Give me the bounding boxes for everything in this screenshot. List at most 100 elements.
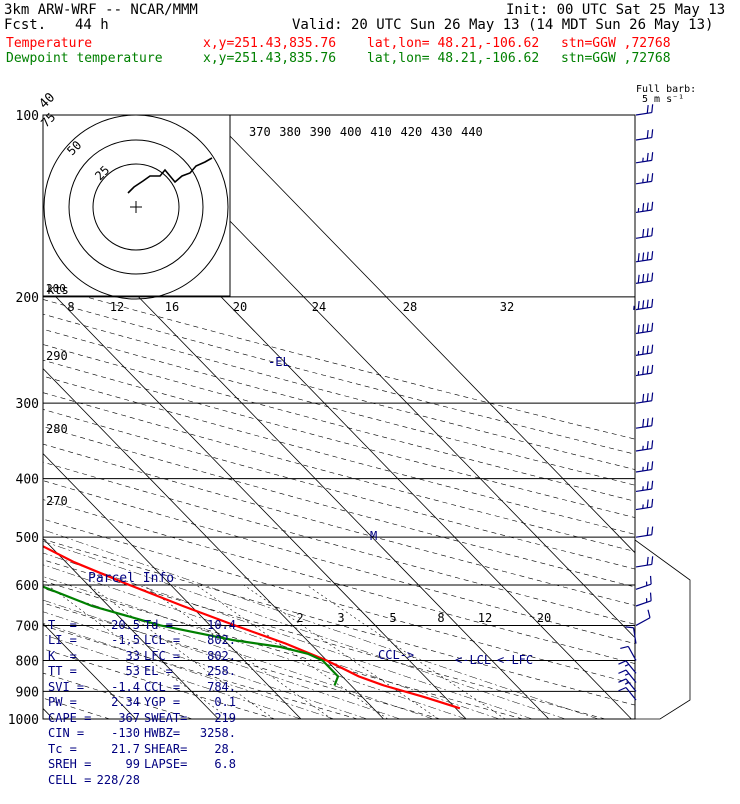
parcel-info-key: SWEAT= — [144, 710, 188, 725]
temperature-profile — [43, 545, 461, 710]
pressure-tick-label: 800 — [16, 654, 39, 669]
moist-adiabat-line — [43, 588, 434, 719]
parcel-info-key: TT = — [48, 664, 77, 678]
parcel-info-value: 0.1 — [214, 695, 236, 709]
parcel-info-value: -1.5 — [111, 633, 140, 647]
wind-barb — [635, 201, 654, 214]
wind-barb — [618, 686, 637, 701]
wind-barb-half-flag — [642, 486, 644, 491]
wind-barb-half-flag — [642, 466, 644, 472]
wind-barb-flag — [642, 252, 645, 261]
wind-barb-half-flag — [642, 178, 644, 183]
mixing-ratio-label: 8 — [437, 611, 444, 625]
wind-barb-flag — [642, 203, 645, 212]
wind-barb-half-flag — [633, 305, 635, 311]
parcel-info-key: LCL = — [144, 633, 181, 647]
wind-barb-staff — [635, 136, 652, 141]
plot-frame — [42, 114, 636, 720]
wind-barb-half-flag — [624, 673, 630, 676]
parcel-info-key: LFC = — [144, 648, 181, 663]
theta-label: 430 — [431, 125, 453, 139]
wind-barb-staff — [635, 180, 652, 185]
wind-barb-staff — [625, 660, 637, 674]
wind-barb-half-flag — [642, 445, 644, 451]
wind-barb-flag — [637, 324, 640, 334]
wind-barb — [635, 392, 654, 404]
wind-barb-flag — [646, 129, 649, 139]
parcel-info-key: EL = — [144, 664, 173, 678]
wind-barb-staff — [627, 646, 637, 661]
parcel-info-row: SVI = -1.4 CCL = 784. — [48, 680, 238, 696]
lfc-marker: <-LFC — [497, 653, 533, 667]
dry-adiabat-line — [43, 499, 635, 664]
wind-barb-flag — [646, 440, 649, 450]
wind-barb — [635, 592, 652, 607]
mixing-ratio-line — [143, 584, 332, 719]
parcel-info-key: K = — [48, 648, 77, 663]
wind-barb-flag — [651, 152, 654, 161]
parcel-info-value: 10.4 — [207, 617, 236, 632]
wind-barb — [635, 556, 654, 568]
parcel-info-row: Tc = 21.7 SHEAR= 28. — [48, 742, 238, 758]
dry-adiabat-line — [43, 648, 276, 719]
wind-barb-flag — [642, 300, 645, 309]
fcst-value: 44 h — [75, 17, 109, 33]
parcel-info-key: CAPE = — [48, 710, 92, 725]
moist-adiabat-line — [43, 541, 566, 719]
parcel-info-row: T = 20.5 Td = 10.4 — [48, 618, 238, 634]
wind-barb-flag — [651, 417, 654, 426]
theta-e-label: 270 — [46, 494, 68, 508]
wind-barb-flag — [651, 298, 654, 308]
wind-barb-flag — [637, 274, 640, 284]
wind-barb — [635, 322, 654, 335]
theta-label: 440 — [461, 125, 483, 139]
isotherm-line — [43, 368, 384, 719]
right-extension — [634, 539, 691, 720]
wind-barb-flag — [642, 324, 645, 333]
wind-barb-staff — [635, 111, 652, 116]
upper-scale-label: 20 — [233, 300, 247, 314]
wind-barb-flag — [618, 686, 627, 692]
wind-barb-half-flag — [645, 598, 648, 603]
wind-barb — [635, 152, 654, 164]
wind-barb-flag — [637, 253, 640, 262]
wind-barb — [635, 227, 654, 239]
upper-scale-label: 28 — [403, 300, 417, 314]
parcel-info-value: 219 — [214, 710, 236, 725]
wind-barb-flag — [646, 152, 649, 162]
isotherm-line — [209, 115, 635, 554]
parcel-info-panel: Parcel Info T = 20.5 Td = 10.4 LI = -1.5 LCL =… — [48, 540, 238, 804]
wind-barb-flag — [642, 228, 645, 238]
wind-barb-flag — [646, 418, 649, 427]
wind-barb — [620, 645, 637, 661]
pressure-tick-label: 500 — [16, 531, 39, 546]
parcel-info-row: SREH = 99 LAPSE= 6.8 — [48, 757, 238, 773]
wind-barb-flag — [649, 575, 652, 585]
wind-barb-flag — [646, 461, 649, 471]
wind-barb-flag — [651, 251, 654, 260]
wind-barb-flag — [649, 592, 652, 601]
fcst-label: Fcst. — [4, 17, 47, 33]
dewpoint-latlon: lat,lon= 48.21,-106.62 — [367, 51, 540, 66]
wind-barb-flag — [651, 227, 654, 236]
wind-barb-flag — [642, 346, 645, 355]
lcl-marker: <-LCL — [455, 653, 491, 667]
wind-key-title: Full barb: — [636, 84, 697, 95]
parcel-info-key: PW = — [48, 695, 77, 709]
mixing-ratio-line — [306, 584, 506, 719]
theta-e-label: 200 — [46, 282, 66, 295]
wind-barb-half-flag — [642, 504, 644, 509]
mixing-ratio-line — [88, 584, 275, 719]
parcel-info-row: CIN = -130 HWBZ= 3258. — [48, 726, 238, 742]
wind-barb-flag — [646, 556, 649, 566]
isotherm-line — [43, 452, 302, 719]
parcel-info-value: 802. — [207, 633, 236, 647]
init-time: Init: 00 UTC Sat 25 May 13 — [506, 2, 726, 18]
parcel-info-row: K = 33 LFC = 802. — [48, 649, 238, 665]
upper-scale-label: 16 — [165, 300, 179, 314]
parcel-info-value: 258. — [207, 664, 236, 678]
mixing-ratio-label: 12 — [478, 611, 492, 625]
wind-barb-staff — [632, 627, 637, 644]
wind-barb-staff — [635, 235, 652, 239]
